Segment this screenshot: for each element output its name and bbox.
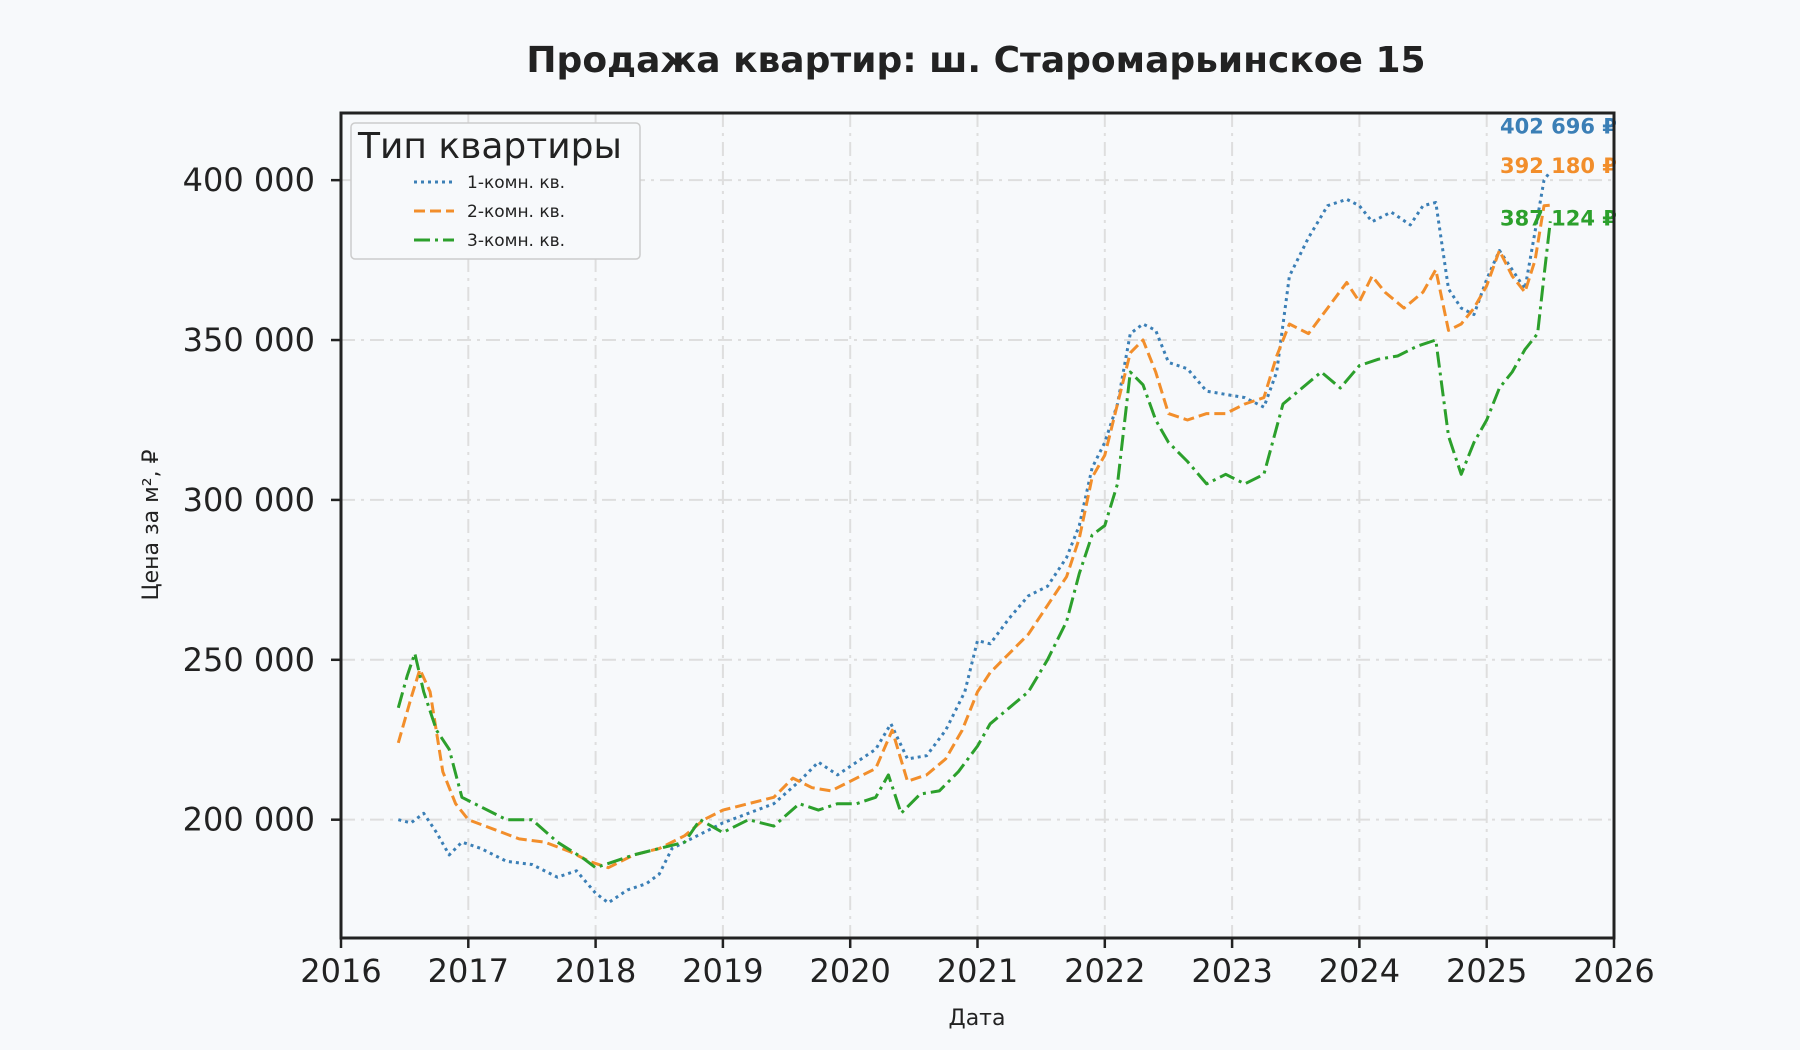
x-tick-label: 2021 bbox=[937, 952, 1018, 990]
y-tick-label: 250 000 bbox=[183, 641, 315, 679]
legend-label: 1-комн. кв. bbox=[467, 173, 565, 193]
y-tick-label: 350 000 bbox=[183, 321, 315, 359]
series-line bbox=[396, 221, 1552, 870]
series-end-label: 392 180 ₽ bbox=[1500, 154, 1617, 178]
legend-box bbox=[350, 122, 641, 260]
legend-label: 3-комн. кв. bbox=[467, 231, 565, 251]
series-line bbox=[397, 170, 1552, 905]
x-tick-label: 2018 bbox=[555, 952, 636, 990]
y-tick-label: 300 000 bbox=[183, 481, 315, 519]
x-tick-label: 2016 bbox=[300, 952, 381, 990]
legend-label: 2-комн. кв. bbox=[467, 202, 565, 222]
legend: Тип квартиры 1-комн. кв. 2-комн. кв. 3-ком… bbox=[350, 122, 641, 260]
series-lines bbox=[396, 170, 1552, 905]
x-tick-label: 2025 bbox=[1446, 952, 1527, 990]
x-tick-label: 2024 bbox=[1319, 952, 1400, 990]
series-line bbox=[396, 203, 1551, 870]
series-end-label: 387 124 ₽ bbox=[1500, 206, 1617, 230]
x-tick-label: 2023 bbox=[1191, 952, 1272, 990]
end-labels: 402 696 ₽ 392 180 ₽ 387 124 ₽ bbox=[1500, 115, 1617, 231]
x-tick-label: 2017 bbox=[428, 952, 509, 990]
x-axis-ticks: 2016 2017 2018 2019 2020 2021 2022 2023 2024 2025… bbox=[300, 938, 1655, 990]
x-tick-label: 2020 bbox=[809, 952, 890, 990]
y-axis-ticks: 200 000 250 000 300 000 350 000 400 000 bbox=[183, 161, 341, 839]
x-tick-label: 2026 bbox=[1573, 952, 1654, 990]
x-axis-label: Дата bbox=[949, 1006, 1006, 1031]
chart-title: Продажа квартир: ш. Старомарьинское 15 bbox=[526, 40, 1425, 81]
y-tick-label: 400 000 bbox=[183, 161, 315, 199]
y-axis-label: Цена за м², ₽ bbox=[139, 449, 164, 600]
x-tick-label: 2022 bbox=[1064, 952, 1145, 990]
series-end-label: 402 696 ₽ bbox=[1500, 115, 1617, 139]
x-tick-label: 2019 bbox=[682, 952, 763, 990]
y-tick-label: 200 000 bbox=[183, 801, 315, 839]
legend-title: Тип квартиры bbox=[357, 126, 622, 167]
